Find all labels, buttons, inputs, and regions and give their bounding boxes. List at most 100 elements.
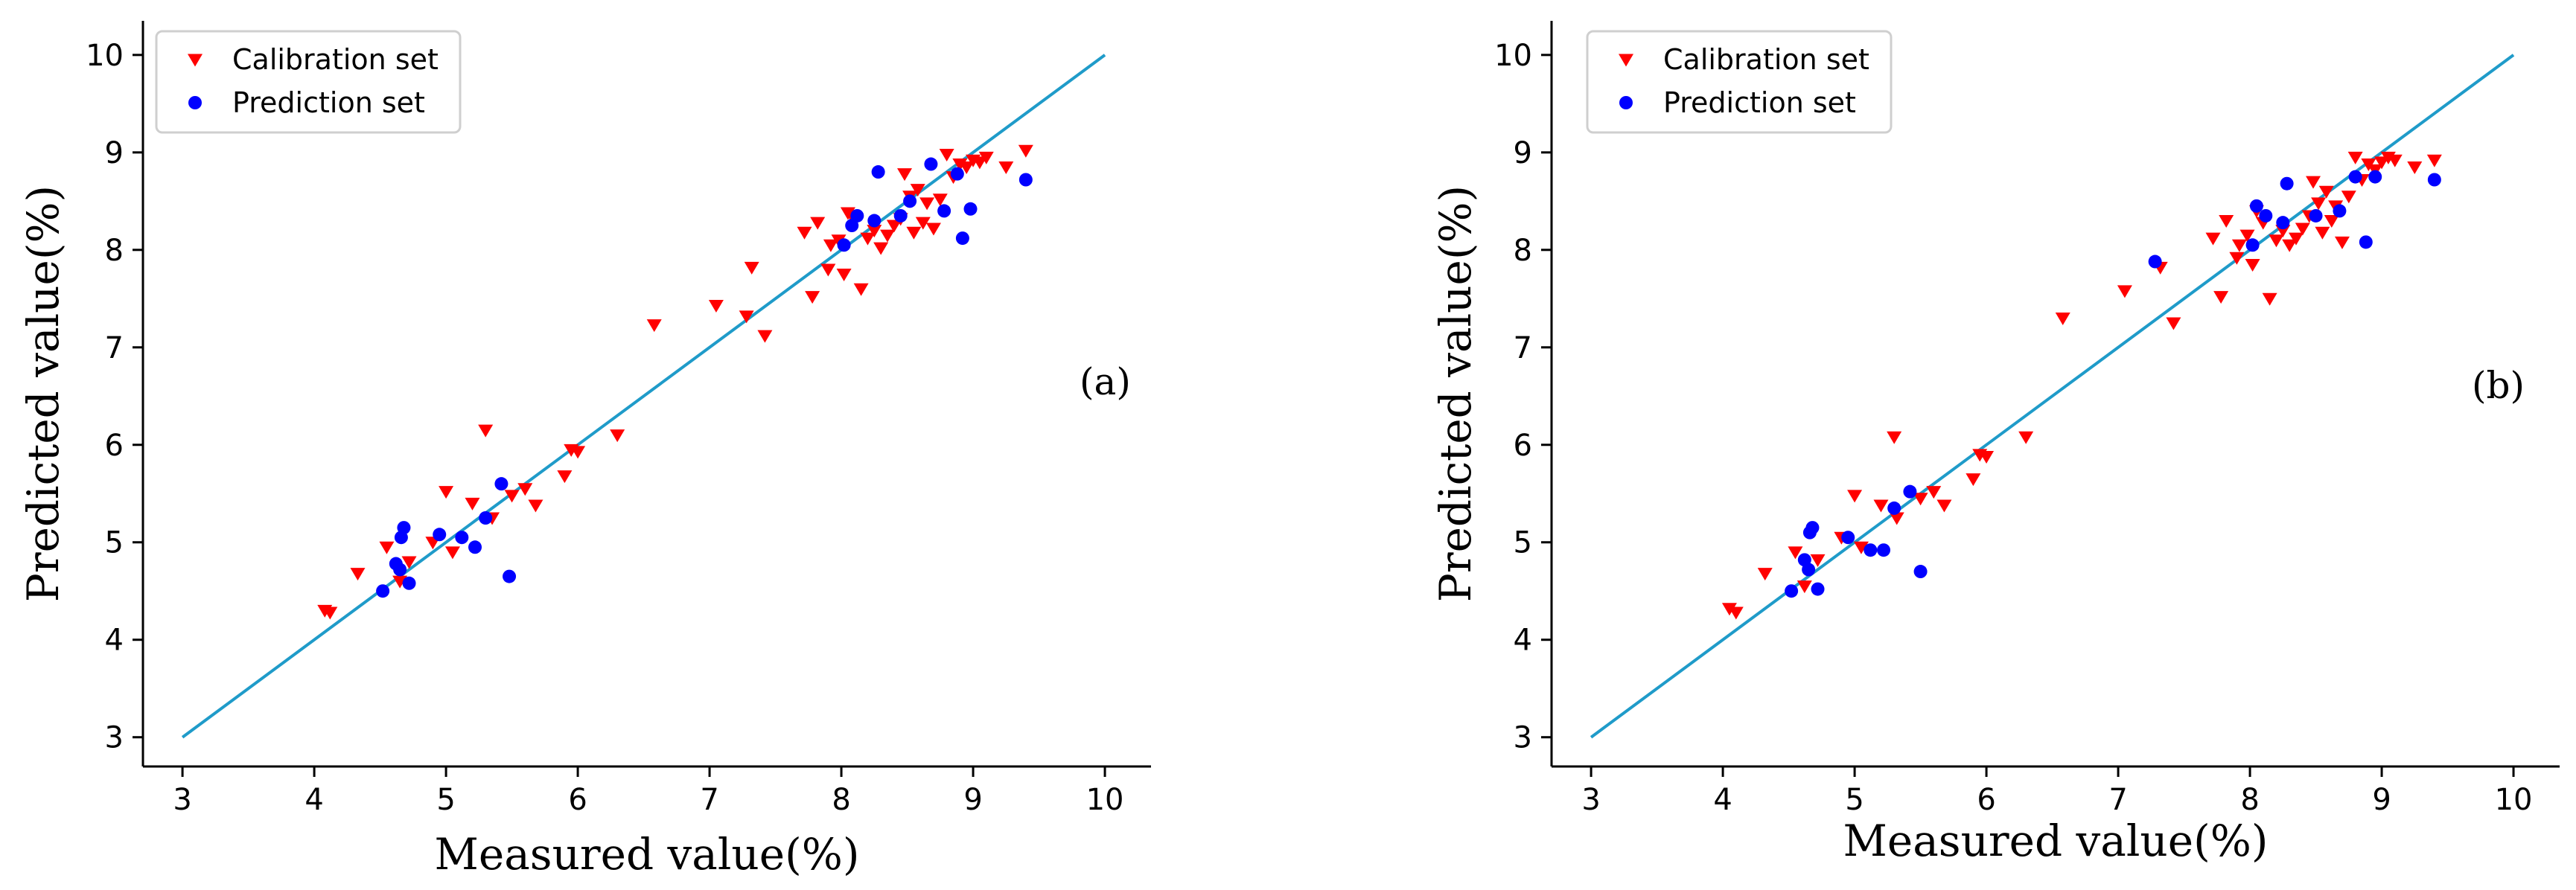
x-tick-label: 6 — [568, 783, 587, 817]
calibration-point — [2324, 215, 2339, 228]
calibration-point — [1757, 568, 1773, 581]
calibration-point — [840, 207, 855, 220]
legend: Calibration set Prediction set — [155, 30, 462, 134]
calibration-point — [2426, 154, 2442, 167]
reference-line — [1590, 54, 2515, 739]
prediction-point — [1841, 531, 1855, 545]
calibration-point — [1847, 490, 1863, 503]
prediction-point — [2245, 238, 2260, 252]
prediction-point — [2368, 170, 2382, 184]
calibration-point — [2239, 229, 2255, 243]
prediction-point — [893, 208, 908, 222]
prediction-point — [1805, 521, 1820, 535]
calibration-point — [1966, 473, 1981, 487]
reference-line — [181, 54, 1106, 739]
calibration-point — [1887, 431, 1902, 444]
calibration-point — [1889, 512, 1904, 525]
x-tick-label: 5 — [436, 783, 455, 817]
y-tick-label: 5 — [1514, 526, 1532, 560]
prediction-point — [397, 521, 411, 535]
y-tick-label: 6 — [105, 429, 124, 463]
prediction-point — [1018, 173, 1033, 187]
calibration-point — [444, 546, 460, 560]
calibration-point — [2387, 154, 2403, 167]
calibration-point — [978, 151, 994, 164]
calibration-point — [1796, 580, 1812, 594]
calibration-point — [570, 446, 586, 459]
prediction-point — [924, 157, 938, 171]
calibration-point — [998, 161, 1014, 174]
calibration-point — [853, 283, 869, 296]
y-tick-label: 7 — [1514, 331, 1532, 365]
y-axis-title: Predicted value(%) — [18, 185, 68, 602]
calibration-point — [836, 269, 852, 282]
calibration-point — [392, 575, 408, 589]
x-axis-title: Measured value(%) — [1843, 816, 2269, 866]
calibration-point — [797, 226, 812, 240]
calibration-point — [379, 541, 395, 554]
calibration-point — [897, 168, 913, 182]
calibration-point — [2374, 156, 2390, 170]
panel-label: (b) — [2472, 364, 2525, 407]
calibration-point — [2205, 232, 2221, 246]
prediction-point — [376, 584, 390, 598]
calibration-point — [401, 556, 417, 569]
calibration-point — [2282, 239, 2298, 252]
calibration-point — [2334, 236, 2350, 249]
x-tick-label: 3 — [1581, 783, 1600, 817]
prediction-point — [2280, 176, 2294, 191]
calibration-point — [820, 263, 836, 277]
prediction-point — [2249, 199, 2263, 213]
prediction-point — [867, 214, 881, 228]
prediction-point — [468, 540, 482, 554]
y-tick-label: 10 — [86, 39, 124, 73]
calibration-point — [2117, 285, 2132, 298]
prediction-point — [1887, 501, 1901, 515]
legend-label: Prediction set — [232, 86, 425, 119]
calibration-point — [823, 239, 838, 252]
y-tick-label: 3 — [105, 721, 124, 755]
y-tick-label: 10 — [1494, 39, 1532, 73]
calibration-point — [2315, 226, 2330, 240]
x-tick-label: 7 — [2108, 783, 2127, 817]
x-tick-label: 7 — [700, 783, 718, 817]
legend-marker-prediction — [1619, 96, 1633, 109]
y-tick-label: 4 — [1514, 624, 1532, 658]
x-tick-label: 8 — [2240, 783, 2259, 817]
calibration-point — [739, 310, 754, 324]
prediction-point — [2309, 208, 2323, 222]
prediction-point — [1785, 584, 1799, 598]
calibration-point — [1728, 606, 1744, 620]
prediction-point — [393, 563, 407, 577]
calibration-point — [805, 291, 820, 304]
prediction-point — [1802, 563, 1816, 577]
x-tick-label: 9 — [963, 783, 982, 817]
calibration-point — [873, 242, 889, 255]
x-tick-label: 6 — [1977, 783, 1995, 817]
calibration-point — [557, 470, 573, 484]
prediction-point — [2259, 208, 2273, 222]
x-tick-label: 3 — [173, 783, 191, 817]
prediction-point — [950, 167, 964, 181]
calibration-point — [2306, 176, 2321, 189]
legend-label: Calibration set — [232, 43, 439, 76]
calibration-point — [504, 490, 520, 503]
legend-label: Calibration set — [1663, 43, 1869, 76]
calibration-point — [439, 486, 454, 499]
prediction-point — [955, 231, 969, 246]
prediction-point — [2276, 216, 2290, 230]
prediction-point — [1811, 582, 1825, 596]
panel-label: (a) — [1080, 360, 1131, 403]
legend: Calibration set Prediction set — [1586, 30, 1893, 134]
prediction-point — [433, 528, 447, 542]
prediction-point — [937, 204, 951, 218]
calibration-point — [2166, 317, 2181, 330]
prediction-point — [903, 194, 917, 208]
calibration-point — [1926, 486, 1942, 499]
calibration-point — [1913, 493, 1928, 506]
calibration-point — [478, 424, 494, 438]
prediction-point — [2427, 173, 2441, 187]
x-tick-label: 10 — [2495, 783, 2533, 817]
prediction-point — [850, 208, 864, 222]
x-tick-label: 10 — [1086, 783, 1124, 817]
